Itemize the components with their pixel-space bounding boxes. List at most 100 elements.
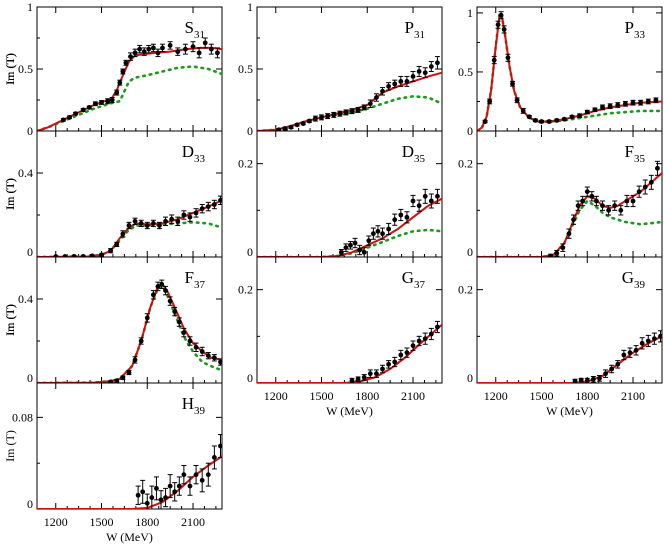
data-point [132, 48, 138, 58]
data-point [638, 99, 644, 106]
panel-plot-area [37, 434, 222, 509]
data-point [150, 290, 156, 300]
data-marker [288, 124, 294, 130]
data-marker [205, 353, 211, 359]
x-axis-label: W (MeV) [546, 404, 593, 418]
partial-wave-label: F [625, 142, 634, 161]
data-point [554, 117, 560, 123]
data-point [505, 53, 511, 62]
data-marker [428, 331, 434, 337]
data-point [199, 346, 205, 357]
data-marker [218, 359, 222, 365]
data-point [343, 243, 349, 252]
data-point [319, 114, 325, 121]
data-marker [501, 27, 507, 32]
data-point [612, 200, 618, 211]
data-marker [211, 202, 217, 207]
data-marker [352, 240, 358, 246]
data-marker [380, 366, 385, 372]
data-marker [155, 284, 161, 289]
data-point [434, 56, 440, 70]
data-point [428, 193, 434, 209]
data-marker [114, 242, 120, 247]
data-marker [157, 223, 162, 228]
y-tick-label: 0.4 [18, 166, 33, 180]
data-point [422, 67, 428, 79]
panel-frame [256, 130, 443, 258]
data-marker [132, 218, 138, 224]
data-point [349, 377, 355, 383]
data-point [294, 122, 300, 128]
y-tick-label: 0.5 [18, 62, 33, 76]
y-tick-label: 0 [467, 371, 473, 385]
data-marker [645, 99, 651, 104]
data-marker [366, 238, 372, 244]
data-marker [167, 298, 173, 304]
x-tick-label: 2100 [401, 389, 425, 403]
y-tick-label: 0.2 [238, 157, 253, 171]
data-point [127, 52, 133, 61]
y-axis-label: Im (T) [3, 178, 17, 210]
data-point [205, 201, 211, 212]
data-point [181, 464, 187, 485]
data-point [648, 174, 654, 190]
panel-D35: 00.2Im (T)D 35 [3, 130, 443, 259]
data-point [373, 93, 379, 102]
data-point [99, 100, 105, 105]
data-point [657, 330, 662, 343]
x-tick-label: 1800 [575, 389, 599, 403]
data-marker [176, 319, 182, 325]
data-point [584, 377, 590, 383]
data-marker [150, 292, 156, 298]
data-point [214, 47, 220, 59]
data-point [355, 376, 361, 383]
data-point [373, 369, 379, 378]
data-point [153, 476, 159, 501]
partial-wave-subscript: 39 [634, 279, 646, 291]
data-point [615, 102, 621, 108]
data-point [137, 44, 143, 54]
data-marker [374, 95, 379, 100]
data-marker [380, 231, 385, 237]
x-tick-label: 1500 [90, 515, 114, 529]
y-tick-label: 0 [467, 245, 473, 259]
data-marker [357, 247, 363, 253]
data-point [352, 237, 358, 249]
data-marker [578, 377, 584, 383]
data-point [589, 191, 595, 202]
data-marker [120, 231, 126, 237]
data-marker [577, 113, 583, 119]
data-marker [606, 207, 612, 213]
data-marker [584, 189, 590, 195]
data-marker [404, 79, 410, 84]
data-marker [193, 210, 199, 216]
y-tick-label: 0 [27, 245, 33, 259]
data-marker [392, 81, 398, 87]
data-point [155, 281, 161, 292]
data-marker [367, 371, 373, 377]
y-tick-label: 0.4 [18, 292, 33, 306]
data-point [114, 89, 120, 96]
data-marker [435, 193, 440, 199]
data-marker [193, 472, 199, 478]
data-marker [546, 119, 552, 124]
data-point [416, 199, 422, 212]
data-marker [422, 336, 428, 342]
data-point [71, 253, 77, 257]
data-point [571, 214, 577, 225]
data-marker [392, 359, 398, 365]
data-marker [169, 216, 175, 222]
data-marker [163, 495, 168, 500]
data-point [312, 115, 318, 122]
data-point [546, 119, 552, 124]
data-point [370, 227, 376, 240]
data-point [592, 107, 598, 113]
data-point [645, 98, 651, 105]
data-point [630, 99, 636, 106]
data-point [392, 356, 398, 368]
data-marker [73, 111, 78, 117]
data-marker [375, 228, 381, 234]
data-marker [510, 81, 515, 87]
data-point [331, 111, 337, 118]
data-marker [176, 483, 182, 489]
